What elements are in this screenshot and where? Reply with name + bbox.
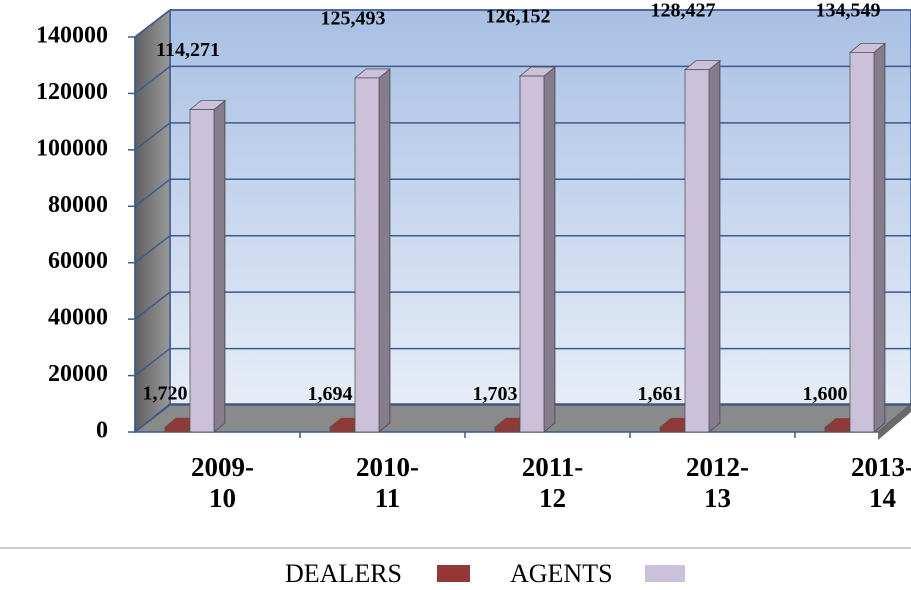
bar [329, 426, 355, 433]
y-tick-label: 120000 [36, 79, 108, 105]
grid-line [134, 347, 171, 377]
data-label: 1,694 [308, 383, 353, 405]
data-label: 126,152 [486, 6, 551, 28]
grid-line [134, 404, 171, 433]
bar [849, 51, 875, 433]
side-wall [134, 8, 171, 434]
bar [684, 69, 710, 433]
bar [164, 426, 190, 433]
legend-swatch [437, 565, 470, 582]
y-tick-label: 20000 [48, 361, 108, 387]
x-tick-label: 2012-13 [686, 452, 749, 513]
data-label: 1,703 [473, 383, 518, 405]
grid-line [134, 9, 171, 38]
bar [189, 109, 215, 433]
x-tick-label: 2011-12 [521, 452, 584, 513]
y-tick-label: 100000 [36, 135, 108, 161]
data-label: 1,661 [638, 383, 683, 405]
data-label: 128,427 [651, 0, 716, 22]
floor-edge [878, 404, 911, 440]
x-tick-label: 2013-14 [851, 452, 911, 513]
grid-line [134, 178, 171, 207]
bar [494, 426, 520, 433]
x-tick-label: 2009-10 [191, 452, 254, 513]
data-label: 125,493 [321, 8, 386, 30]
y-tick-label: 0 [96, 418, 108, 444]
bar-side-shade [709, 60, 720, 432]
bar-side-shade [874, 43, 885, 432]
bar [824, 427, 850, 433]
y-tick-label: 80000 [48, 192, 108, 218]
bar [519, 75, 545, 433]
y-tick-label: 140000 [36, 23, 108, 49]
grid-line [134, 291, 171, 320]
x-tick-label: 2010-11 [356, 452, 419, 513]
data-label: 134,549 [816, 0, 881, 22]
legend-label: DEALERS [285, 559, 402, 588]
y-tick-label: 40000 [48, 305, 108, 331]
grid-line [134, 65, 171, 95]
legend-label: AGENTS [510, 559, 613, 588]
bar [354, 77, 380, 433]
data-label: 1,720 [143, 383, 188, 405]
legend-swatch [645, 565, 685, 582]
bar-side-shade [214, 100, 225, 433]
bar-side-shade [379, 68, 390, 432]
data-label: 114,271 [156, 39, 220, 61]
grid-line [134, 122, 171, 151]
y-tick-label: 60000 [48, 248, 108, 274]
data-label: 1,600 [803, 383, 848, 405]
grid-line [134, 235, 171, 264]
bar [659, 426, 685, 433]
bar-side-shade [544, 67, 555, 433]
